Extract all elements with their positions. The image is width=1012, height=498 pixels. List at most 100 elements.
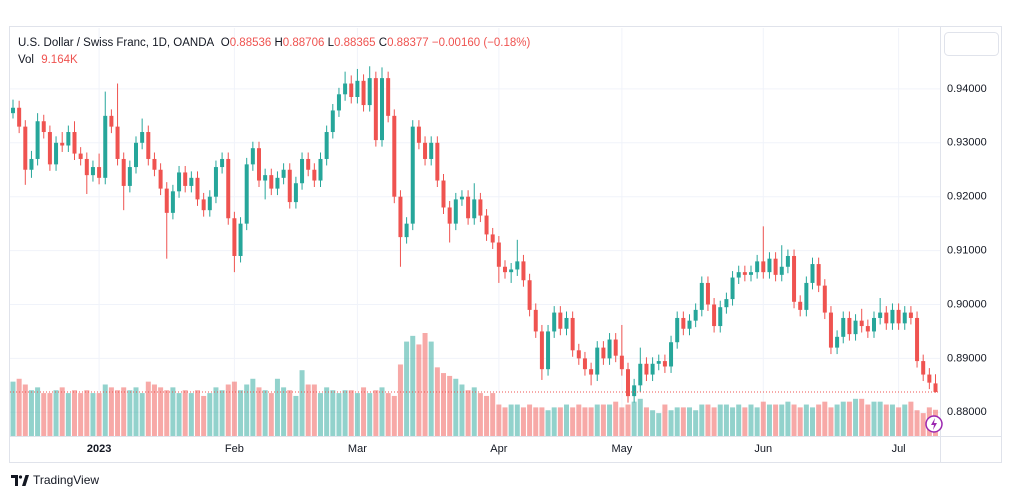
volume-bar: [299, 370, 305, 436]
candle-body: [330, 110, 335, 133]
volume-bar: [502, 407, 508, 436]
scale-button[interactable]: [944, 32, 999, 56]
volume-bar: [102, 384, 108, 436]
volume-bar: [348, 390, 354, 436]
volume-bar: [293, 395, 299, 436]
volume-bar: [680, 407, 686, 436]
volume-bar: [846, 401, 852, 436]
volume-bar: [404, 341, 410, 436]
candle-body: [300, 158, 305, 184]
candle-body: [589, 369, 594, 375]
open-value: 0.88536: [229, 37, 272, 49]
candle-body: [496, 242, 501, 267]
candle-body: [84, 158, 89, 176]
volume-bar: [96, 393, 102, 436]
candle-body: [865, 326, 870, 332]
volume-bar: [908, 401, 914, 436]
low-label: L: [327, 37, 334, 49]
volume-row: Vol 9.164K: [18, 52, 530, 69]
candle-body: [705, 282, 710, 305]
candle-body: [41, 121, 46, 133]
volume-bar: [238, 390, 244, 436]
volume-bar: [422, 333, 428, 436]
low-value: 0.88365: [333, 37, 376, 49]
candle-body: [336, 94, 341, 111]
candle-body: [189, 177, 194, 186]
candle-body: [398, 196, 403, 238]
high-value: 0.88706: [282, 37, 325, 49]
volume-bar: [570, 407, 576, 436]
candle-body: [816, 264, 821, 286]
volume-bar: [619, 407, 625, 436]
candle-body: [195, 177, 200, 200]
volume-bar: [699, 404, 705, 436]
candle-body: [23, 126, 28, 170]
candle-body: [29, 158, 34, 170]
candle-body: [201, 199, 206, 211]
candle-body: [90, 167, 95, 176]
volume-bar: [391, 395, 397, 436]
volume-bar: [121, 387, 127, 436]
candle-body: [638, 363, 643, 386]
volume-bar: [459, 384, 465, 436]
volume-bar: [53, 390, 59, 436]
candle-body: [601, 347, 606, 359]
volume-bar: [447, 375, 453, 436]
volume-bar: [693, 410, 699, 436]
candle-body: [127, 167, 132, 186]
volume-bar: [785, 401, 791, 436]
x-tick-label: 2023: [87, 443, 111, 455]
logo-slash: [22, 475, 29, 486]
volume-bar: [656, 413, 662, 436]
volume-bar: [262, 390, 268, 436]
y-tick-label: 0.89000: [947, 352, 987, 364]
candle-body: [890, 309, 895, 324]
volume-bar: [22, 384, 28, 436]
volume-bar: [318, 393, 323, 436]
candle-body: [915, 317, 920, 362]
close-label: C: [378, 37, 388, 49]
volume-bar: [668, 410, 674, 436]
candle-body: [269, 175, 274, 189]
volume-bar: [902, 404, 908, 436]
volume-bar: [582, 407, 588, 436]
volume-bar: [176, 393, 182, 436]
candle-body: [779, 266, 784, 275]
volume-bar: [723, 404, 729, 436]
candle-body: [232, 218, 237, 256]
volume-bar: [730, 407, 736, 436]
volume-bar: [336, 393, 342, 436]
volume-bar: [496, 404, 502, 436]
candle-body: [798, 301, 803, 310]
candle-body: [312, 169, 317, 181]
volume-bar: [330, 390, 336, 436]
candle-body: [884, 312, 889, 324]
candle-body: [17, 107, 22, 127]
candle-body: [257, 148, 261, 181]
candle-body: [730, 277, 735, 300]
volume-bar: [803, 404, 809, 436]
volume-bar: [625, 404, 631, 436]
candle-body: [533, 309, 538, 332]
brand: TradingView: [33, 473, 99, 487]
candle-body: [306, 158, 311, 170]
volume-bar: [164, 390, 170, 436]
candle-body: [373, 78, 378, 141]
volume-bar: [539, 407, 545, 436]
candle-body: [539, 331, 544, 370]
candle-body: [146, 132, 151, 159]
volume-bar: [527, 404, 533, 436]
volume-bar: [16, 378, 22, 436]
y-tick-label: 0.94000: [947, 83, 987, 95]
volume-bar: [201, 395, 207, 436]
volume-bar: [219, 390, 225, 436]
candle-body: [527, 280, 532, 310]
candle-body: [121, 158, 126, 186]
candle-body: [275, 177, 280, 189]
volume-bar: [828, 407, 834, 436]
y-tick-label: 0.90000: [947, 298, 987, 310]
candle-body: [712, 304, 717, 327]
candle-body: [847, 317, 852, 335]
y-tick-label: 0.92000: [947, 191, 987, 203]
volume-bar: [108, 387, 114, 436]
